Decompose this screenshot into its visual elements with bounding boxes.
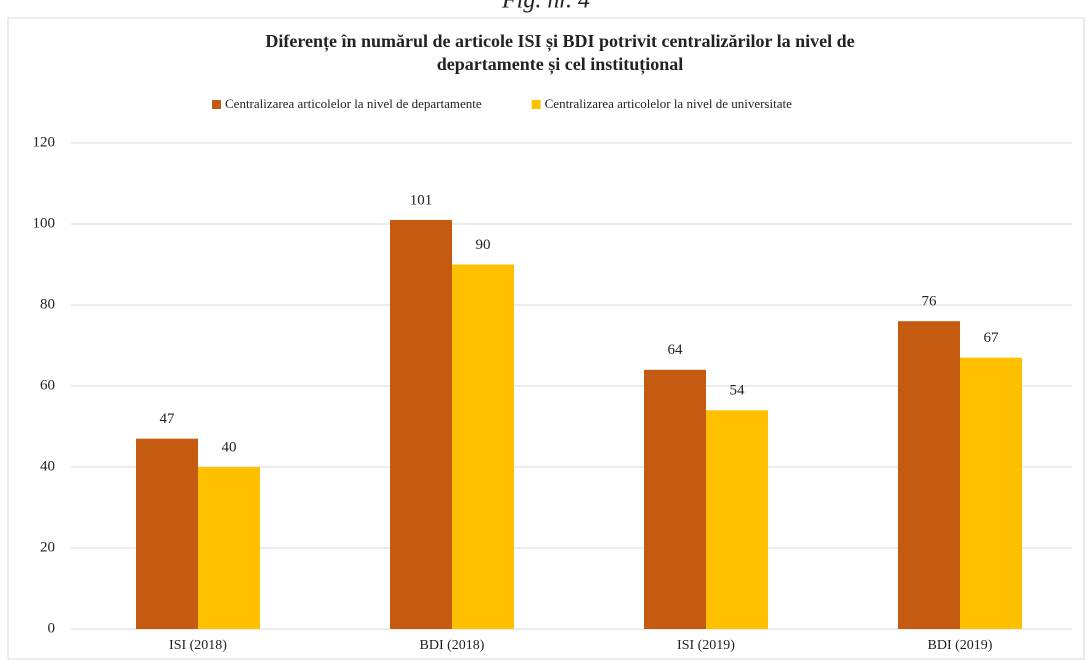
x-tick-label: ISI (2019) <box>677 638 735 653</box>
legend-label: Centralizarea articolelor la nivel de de… <box>225 96 482 111</box>
bar <box>644 369 706 629</box>
y-tick-label: 120 <box>33 134 56 150</box>
x-tick-label: BDI (2019) <box>928 638 993 653</box>
y-tick-label: 40 <box>40 458 55 474</box>
data-label: 101 <box>410 192 433 208</box>
data-label: 47 <box>160 411 176 427</box>
legend-swatch <box>212 100 221 109</box>
x-tick-label: ISI (2018) <box>169 638 227 653</box>
chart-title: departamente și cel instituțional <box>437 54 683 75</box>
chart-title: Diferențe în numărul de articole ISI și … <box>265 31 854 52</box>
legend-swatch <box>531 100 541 109</box>
data-label: 67 <box>984 330 1000 346</box>
data-label: 90 <box>476 237 491 253</box>
bar <box>390 219 452 629</box>
bar <box>198 467 260 629</box>
legend-label: Centralizarea articolelor la nivel de un… <box>545 96 792 111</box>
y-tick-label: 100 <box>33 215 56 231</box>
bar <box>706 410 768 629</box>
y-tick-label: 0 <box>48 620 56 636</box>
y-tick-label: 60 <box>40 377 55 393</box>
data-label: 40 <box>222 439 237 455</box>
bar <box>452 264 514 629</box>
y-tick-label: 20 <box>40 539 55 555</box>
y-tick-label: 80 <box>40 296 55 312</box>
data-label: 76 <box>922 294 938 310</box>
caption: Fig. nr. 4 <box>501 0 590 14</box>
data-label: 64 <box>668 342 684 358</box>
data-label: 54 <box>730 383 746 399</box>
x-tick-label: BDI (2018) <box>420 638 485 653</box>
bar <box>136 438 198 629</box>
bar <box>898 321 960 629</box>
bar <box>960 357 1022 629</box>
